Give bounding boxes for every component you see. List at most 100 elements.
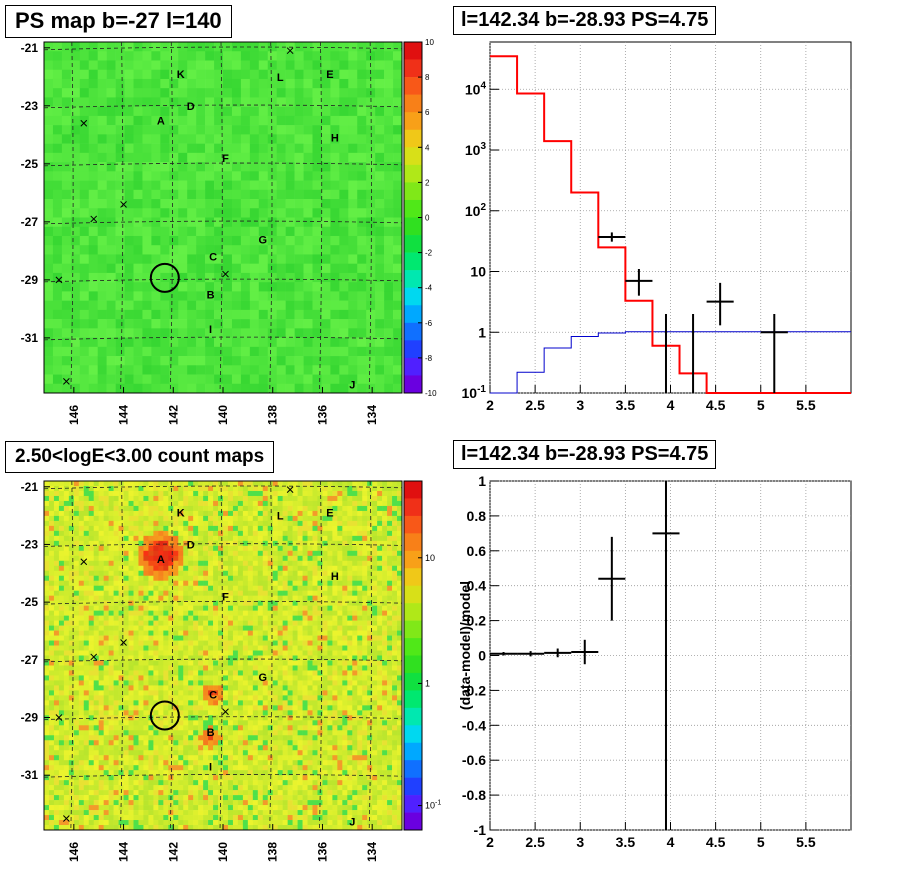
map-cell [53, 481, 60, 487]
map-cell [218, 580, 224, 586]
map-cell [106, 208, 116, 218]
map-cell [88, 309, 98, 320]
map-cell [148, 575, 154, 582]
map-cell [188, 775, 194, 781]
map-cell [124, 106, 134, 117]
map-cell [214, 208, 224, 218]
map-cell [249, 254, 260, 264]
map-cell [276, 115, 286, 126]
map-cell [267, 189, 277, 200]
map-cell [232, 485, 239, 492]
map-cell [88, 740, 95, 746]
map-cell [303, 171, 313, 181]
map-cell [252, 490, 259, 497]
map-cell [208, 590, 214, 596]
map-cell [93, 710, 99, 716]
map-cell [143, 755, 149, 761]
map-cell [58, 785, 65, 791]
map-cell [70, 282, 81, 292]
map-cell [143, 655, 149, 661]
map-cell [258, 235, 269, 246]
map-cell [276, 226, 286, 237]
map-cell [272, 580, 278, 586]
map-cell [187, 319, 197, 329]
y-tick-label: -31 [21, 331, 39, 345]
map-cell [208, 715, 214, 721]
map-cell [203, 760, 209, 766]
map-cell [151, 189, 161, 200]
map-cell [168, 490, 174, 497]
map-cell [223, 695, 229, 701]
map-cell [237, 590, 244, 596]
map-cell [73, 760, 80, 766]
map-cell [193, 505, 199, 512]
map-cell [103, 695, 109, 701]
map-cell [178, 665, 184, 671]
map-cell [97, 88, 107, 98]
map-cell [205, 143, 215, 154]
map-cell [262, 535, 269, 542]
map-cell [53, 740, 60, 746]
map-cell [213, 575, 219, 582]
map-cell [163, 790, 169, 796]
map-cell [163, 580, 169, 586]
map-cell [168, 765, 174, 771]
map-cell [133, 525, 139, 532]
map-cell [118, 495, 124, 502]
map-cell [88, 575, 95, 582]
map-cell [258, 319, 269, 329]
map-cell [178, 309, 188, 320]
map-cell [187, 134, 197, 144]
map-cell [247, 730, 254, 736]
map-cell [262, 655, 269, 661]
map-cell [53, 800, 60, 806]
map-cell [198, 530, 204, 537]
map-cell [196, 282, 206, 292]
map-cell [208, 595, 214, 601]
map-cell [178, 69, 188, 80]
map-cell [88, 810, 95, 816]
map-cell [272, 610, 278, 616]
map-cell [247, 595, 254, 601]
map-cell [208, 720, 214, 726]
map-cell [357, 383, 367, 394]
map-cell [97, 97, 107, 107]
map-cell [113, 515, 119, 522]
map-cell [123, 665, 129, 671]
map-cell [128, 555, 134, 562]
map-cell [213, 745, 219, 751]
map-cell [58, 680, 65, 686]
map-cell [294, 226, 304, 237]
map-cell [98, 750, 104, 756]
map-cell [227, 565, 234, 572]
map-cell [214, 125, 224, 135]
map-cell [173, 495, 179, 502]
map-cell [133, 750, 139, 756]
map-cell [247, 715, 254, 721]
map-cell [366, 189, 376, 200]
map-cell [168, 825, 174, 831]
map-cell [321, 106, 331, 117]
map-cell [133, 162, 143, 172]
map-cell [183, 555, 189, 562]
map-cell [272, 605, 278, 611]
map-cell [78, 675, 85, 681]
map-cell [285, 263, 295, 274]
map-cell [267, 635, 274, 641]
map-cell [163, 565, 169, 572]
map-cell [88, 365, 98, 375]
map-cell [148, 810, 154, 816]
map-cell [142, 319, 152, 329]
map-cells [44, 42, 403, 394]
map-cell [118, 665, 124, 671]
map-cell [138, 585, 144, 591]
map-cell [193, 665, 199, 671]
map-cell [178, 60, 188, 71]
map-cell [79, 319, 90, 329]
map-cell [63, 485, 70, 492]
map-cell [79, 245, 90, 255]
map-cell [61, 97, 72, 107]
map-cell [53, 485, 60, 492]
map-cell [267, 226, 277, 237]
map-cell [285, 282, 295, 292]
